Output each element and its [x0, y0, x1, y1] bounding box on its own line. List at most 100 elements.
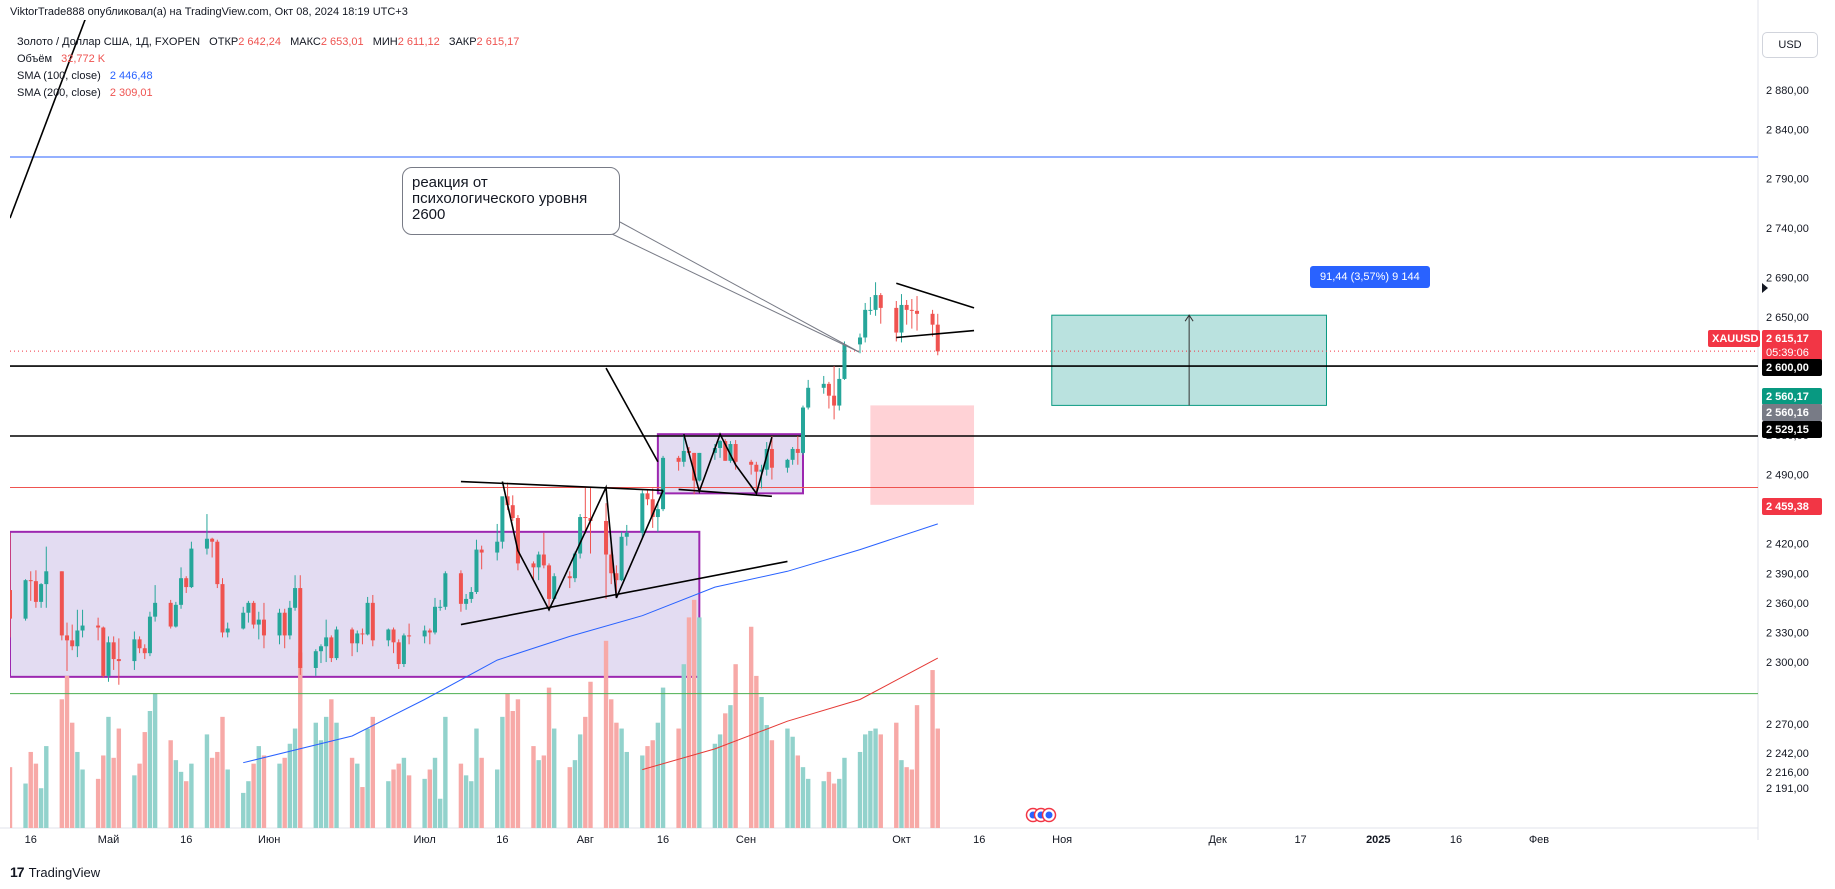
volume-bar: [323, 716, 329, 828]
level-2529-label: 2 529,15: [1762, 421, 1822, 438]
volume-bar: [676, 728, 681, 828]
candle-body: [795, 448, 800, 453]
volume-bar: [147, 711, 153, 828]
volume-bar: [111, 757, 116, 828]
candle-body: [39, 584, 44, 602]
volume-bar: [33, 763, 39, 828]
volume-bar: [59, 699, 65, 828]
candle-body: [873, 295, 878, 310]
candle-body: [749, 461, 754, 465]
candle-body: [837, 378, 842, 406]
price-tick-label: 2 490,00: [1766, 470, 1809, 482]
candle-body: [645, 493, 650, 500]
volume-bar: [842, 757, 847, 828]
volume-bar: [500, 716, 505, 828]
entry-price-label: 2 560,16: [1762, 404, 1822, 421]
candle-body: [241, 612, 246, 629]
volume-bar: [443, 716, 448, 828]
volume-bar: [904, 767, 909, 828]
candle-body: [583, 517, 588, 519]
volume-bar: [28, 751, 33, 828]
time-tick-label: 16: [496, 834, 508, 846]
price-tick-label: 2 360,00: [1766, 598, 1809, 610]
open-value: 2 642,24: [238, 36, 282, 48]
time-tick-label: 16: [657, 834, 669, 846]
volume-bar: [862, 734, 868, 828]
volume-bar: [256, 746, 261, 828]
time-tick-label: 16: [973, 834, 985, 846]
candle-body: [536, 554, 541, 568]
candle-body: [500, 496, 505, 542]
candle-body: [443, 573, 448, 607]
candle-body: [23, 580, 28, 619]
candle-body: [552, 576, 557, 599]
candle-body: [458, 573, 463, 604]
volume-bar: [391, 769, 396, 828]
rectangle-1: [10, 530, 701, 678]
volume-bar: [463, 775, 469, 828]
volume-bar: [826, 771, 832, 828]
price-tick-label: 2 216,00: [1766, 767, 1809, 779]
candle-body: [764, 448, 769, 470]
candle-body: [10, 590, 12, 619]
candle-body: [676, 457, 681, 462]
candle-body: [728, 444, 733, 461]
volume-bar: [75, 751, 80, 828]
volume-bar: [137, 763, 142, 828]
trendline-2: [678, 488, 772, 498]
price-tick-label: 2 242,00: [1766, 748, 1809, 760]
volume-bar: [894, 722, 899, 828]
candle-body: [261, 619, 266, 636]
sma200-value: 2 309,01: [109, 87, 153, 99]
volume-bar: [23, 783, 28, 828]
tradingview-logo[interactable]: 17 TradingView: [10, 864, 100, 880]
volume-bar: [552, 728, 557, 828]
volume-bar: [697, 617, 702, 828]
price-tick-label: 2 330,00: [1766, 627, 1809, 639]
symbol-title: Золото / Доллар США, 1Д, FXOPEN: [17, 36, 201, 48]
volume-bar: [800, 767, 806, 828]
volume-bar: [790, 736, 795, 828]
volume-bar: [609, 699, 614, 828]
volume-bar: [624, 751, 629, 828]
annotation-callout[interactable]: реакция от психологического уровня 2600: [402, 167, 620, 235]
measure-label[interactable]: 91,44 (3,57%) 9 144: [1310, 266, 1430, 288]
currency-button[interactable]: USD: [1762, 32, 1818, 58]
volume-bar: [805, 778, 811, 828]
target-price-label: 2 560,17: [1762, 388, 1822, 405]
volume-bar: [386, 781, 391, 828]
volume-bar: [349, 757, 355, 828]
price-tick-label: 2 390,00: [1766, 568, 1809, 580]
candle-body: [723, 441, 728, 461]
trendlines: [10, 20, 975, 626]
sma100-label: SMA (100, close): [17, 70, 101, 82]
close-label: ЗАКР: [448, 36, 477, 48]
volume-bar: [204, 734, 210, 828]
candle-body: [904, 304, 909, 310]
countdown-label: 05:39:06: [1762, 344, 1822, 361]
callout-connector-b: [619, 221, 860, 353]
zigzag-1: [501, 481, 664, 612]
volume-bar: [821, 781, 826, 828]
candle-body: [251, 602, 256, 625]
candle-body: [350, 629, 355, 644]
candle-body: [754, 464, 759, 472]
candle-body: [116, 659, 121, 662]
candle-body: [153, 602, 158, 617]
volume-bar: [184, 781, 189, 828]
candle-body: [277, 612, 282, 636]
candle-body: [282, 612, 287, 636]
chart-legend: Золото / Доллар США, 1Д, FXOPEN ОТКР2 64…: [17, 34, 519, 102]
volume-bar: [261, 755, 267, 828]
candle-body: [826, 383, 831, 396]
price-axis: 2 880,00 2 840,00 2 790,00 2 740,00 2 690,00…: [1766, 85, 1809, 795]
candle-body: [572, 553, 577, 579]
candle-body: [142, 648, 147, 654]
candle-body: [806, 387, 811, 408]
candle-body: [604, 520, 609, 555]
candle-body: [189, 548, 194, 588]
time-tick-label: Фев: [1529, 834, 1549, 846]
volume-bar: [178, 771, 184, 828]
time-tick-label: Ноя: [1052, 834, 1072, 846]
